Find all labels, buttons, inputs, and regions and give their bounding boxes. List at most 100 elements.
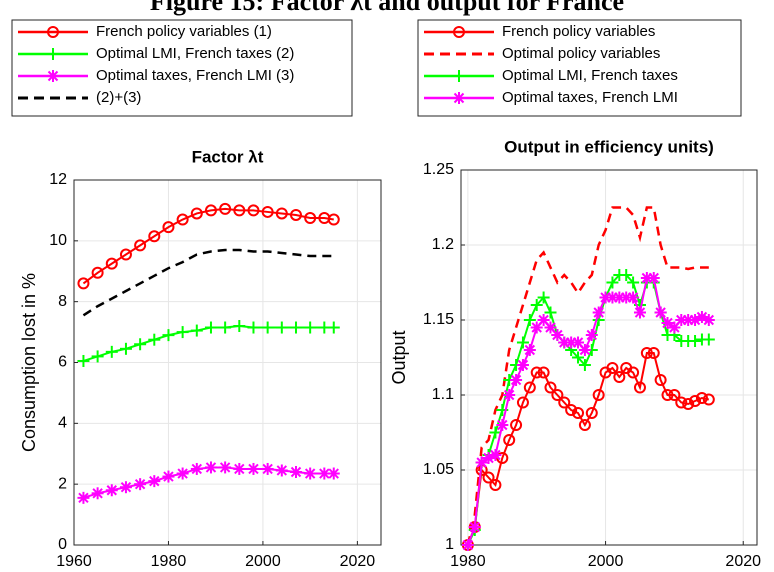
axes-box [460, 169, 758, 546]
marker [105, 345, 118, 358]
marker [558, 396, 571, 409]
marker-circle [633, 381, 646, 394]
marker-stroke [276, 465, 288, 476]
marker-circle [544, 381, 557, 394]
marker [613, 371, 626, 383]
marker-circle [482, 471, 495, 484]
marker [190, 207, 203, 220]
marker [585, 407, 598, 419]
marker-stroke [149, 475, 160, 487]
marker-stroke [524, 344, 536, 356]
marker [496, 419, 509, 431]
marker-stroke [78, 492, 89, 504]
marker-circle [510, 419, 523, 431]
marker [606, 362, 619, 374]
marker-stroke [134, 478, 146, 490]
marker-circle [176, 213, 189, 226]
marker [702, 393, 715, 406]
y-tick-label: 2 [58, 475, 67, 492]
legend-label: Optimal taxes, French LMI (3) [96, 67, 294, 84]
marker [544, 381, 557, 394]
marker [640, 347, 653, 359]
marker [204, 461, 217, 474]
x-tick-label: 2020 [340, 553, 376, 570]
marker [530, 321, 543, 334]
marker-stroke [92, 488, 103, 499]
marker-stroke [503, 389, 515, 401]
marker-circle [327, 213, 340, 226]
marker [162, 470, 175, 483]
marker [606, 276, 619, 289]
marker [489, 426, 502, 439]
marker-stroke [490, 449, 501, 461]
marker [47, 70, 59, 82]
marker [702, 333, 715, 346]
marker [578, 419, 591, 431]
marker [537, 366, 550, 379]
marker [219, 321, 232, 334]
x-tick-label: 2000 [245, 553, 281, 570]
marker [148, 475, 161, 488]
y-tick-label: 10 [49, 232, 67, 249]
plot-area [461, 170, 757, 545]
marker-stroke [703, 314, 715, 326]
marker [516, 359, 529, 371]
marker [219, 461, 232, 474]
x-tick-label: 2020 [725, 553, 761, 570]
marker-stroke [234, 463, 245, 475]
marker [695, 392, 708, 404]
marker-circle [592, 389, 605, 401]
marker-stroke [572, 337, 584, 348]
marker [453, 70, 465, 82]
marker [77, 491, 90, 504]
marker-circle [702, 393, 715, 406]
marker-stroke [462, 539, 474, 551]
marker-stroke [219, 462, 231, 473]
legend-box [417, 19, 742, 117]
marker-circle [551, 389, 564, 401]
marker-stroke [538, 314, 549, 326]
marker [261, 462, 274, 475]
marker-circle [190, 207, 203, 220]
marker [247, 321, 260, 334]
marker [675, 396, 688, 409]
marker-circle [689, 395, 702, 407]
marker [176, 213, 189, 226]
marker [654, 374, 667, 386]
marker-circle [654, 374, 667, 386]
marker-circle [304, 212, 317, 225]
legend-box [11, 19, 353, 117]
marker [551, 389, 564, 401]
y-tick-label: 6 [58, 354, 67, 371]
marker [530, 366, 543, 379]
marker [47, 48, 59, 60]
marker-stroke [517, 359, 529, 371]
legend-label: (2)+(3) [96, 89, 141, 106]
y-tick-label: 12 [49, 171, 67, 188]
legend-label: Optimal LMI, French taxes [502, 67, 678, 84]
marker [176, 467, 189, 480]
marker-circle [675, 396, 688, 409]
marker-stroke [545, 322, 556, 333]
marker-circle [204, 204, 217, 217]
marker [204, 321, 217, 334]
marker-circle [162, 221, 175, 234]
marker-circle [289, 208, 302, 221]
marker [516, 396, 529, 409]
y-tick-label: 1.05 [423, 461, 454, 478]
marker [537, 314, 550, 326]
marker [516, 336, 529, 349]
marker [233, 462, 246, 475]
marker [510, 419, 523, 431]
marker-stroke [191, 463, 203, 475]
marker [247, 462, 260, 475]
marker [148, 230, 161, 243]
marker-stroke [319, 468, 330, 479]
y-tick-label: 1.15 [423, 311, 454, 328]
marker [289, 208, 302, 221]
y-tick-label: 0 [58, 536, 67, 553]
marker [261, 321, 274, 334]
marker [661, 389, 674, 401]
y-axis-label: Output [389, 330, 409, 384]
